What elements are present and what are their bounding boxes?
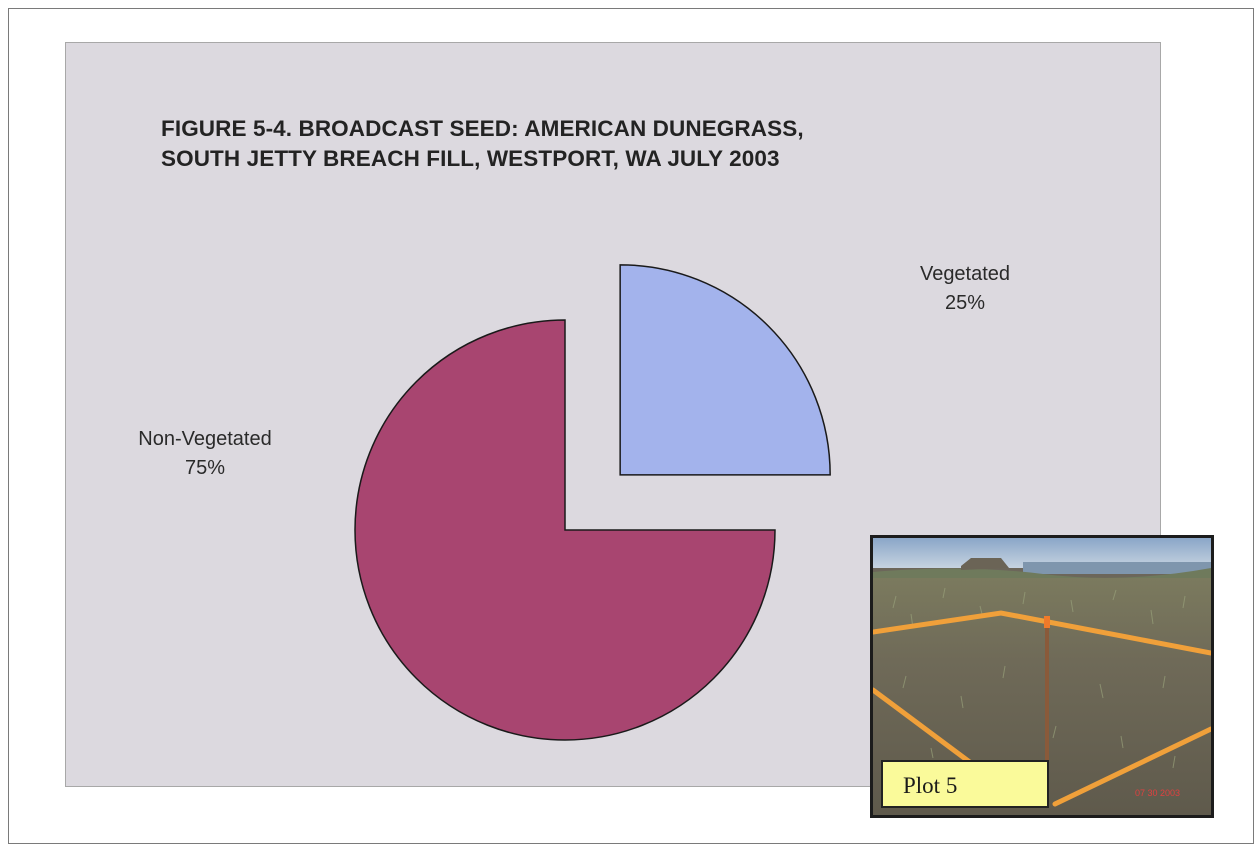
pie-slice-vegetated [619, 264, 831, 476]
chart-title-line-2: SOUTH JETTY BREACH FILL, WESTPORT, WA JU… [161, 146, 780, 171]
slice-value-label-vegetated: 25% [945, 292, 985, 314]
chart-title-line-1: FIGURE 5-4. BROADCAST SEED: AMERICAN DUN… [161, 116, 804, 141]
slice-label-non-vegetated: Non-Vegetated [138, 428, 271, 450]
chart-title: FIGURE 5-4. BROADCAST SEED: AMERICAN DUN… [161, 114, 804, 174]
pie-slice-non-vegetated [354, 319, 776, 741]
inset-photo: 07 30 2003 Plot 5 [870, 535, 1214, 818]
photo-date-stamp: 07 30 2003 [1135, 788, 1180, 798]
slice-label-vegetated: Vegetated [920, 263, 1010, 285]
photo-caption: Plot 5 [881, 760, 1049, 808]
slice-value-label-non-vegetated: 75% [185, 457, 225, 479]
